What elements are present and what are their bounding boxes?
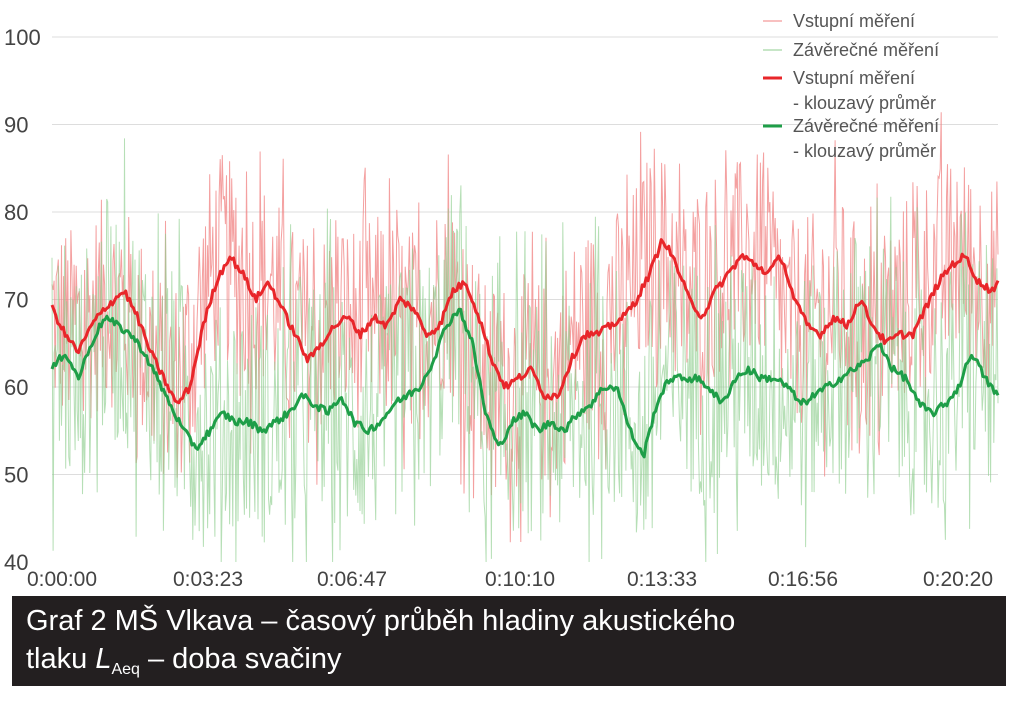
y-tick-label: 70: [4, 288, 28, 313]
y-tick-label: 60: [4, 375, 28, 400]
caption-symbol: L: [95, 643, 112, 675]
caption-line-1: Graf 2 MŠ Vlkava – časový průběh hladiny…: [26, 605, 736, 637]
y-tick-label: 100: [4, 25, 41, 50]
legend-label: Závěrečné měření: [793, 116, 939, 136]
legend-label: Závěrečné měření: [793, 40, 939, 60]
chart: 40 50 60 70 80 90 100 0:00:00 0:03:23 0:06:47 0:1…: [4, 11, 1000, 591]
y-tick-label: 90: [4, 113, 28, 138]
x-tick-label: 0:10:10: [485, 568, 555, 591]
series-moving-average-2: [50, 238, 1000, 405]
legend-label: Vstupní měření: [793, 68, 915, 88]
x-tick-label: 0:03:23: [173, 568, 243, 591]
x-tick-label: 0:16:56: [768, 568, 838, 591]
y-tick-label: 40: [4, 550, 28, 575]
caption-line-2: tlaku LAeq – doba svačiny: [26, 640, 1006, 689]
legend-label: - klouzavý průměr: [793, 93, 936, 113]
legend-label: Vstupní měření: [793, 11, 915, 31]
y-axis-tick-labels: 40 50 60 70 80 90 100: [4, 25, 41, 575]
y-tick-label: 80: [4, 200, 28, 225]
x-tick-label: 0:20:20: [923, 568, 993, 591]
series-raw-1: [51, 138, 999, 563]
raw-series-layer: [51, 112, 999, 563]
figure-caption: Graf 2 MŠ Vlkava – časový průběh hladiny…: [12, 596, 1006, 686]
moving-average-layer: [50, 238, 1000, 459]
caption-subscript: Aeq: [111, 661, 140, 678]
x-tick-label: 0:00:00: [27, 568, 97, 591]
x-axis-tick-labels: 0:00:00 0:03:23 0:06:47 0:10:10 0:13:33 0:16:…: [27, 568, 993, 591]
caption-line-2-prefix: tlaku: [26, 643, 96, 675]
legend: Vstupní měření Závěrečné měření Vstupní mě…: [763, 11, 939, 161]
y-tick-label: 50: [4, 463, 28, 488]
x-tick-label: 0:06:47: [317, 568, 387, 591]
legend-label: - klouzavý průměr: [793, 141, 936, 161]
x-tick-label: 0:13:33: [627, 568, 697, 591]
caption-line-2-suffix: – doba svačiny: [139, 643, 342, 675]
series-moving-average-3: [50, 307, 1000, 459]
